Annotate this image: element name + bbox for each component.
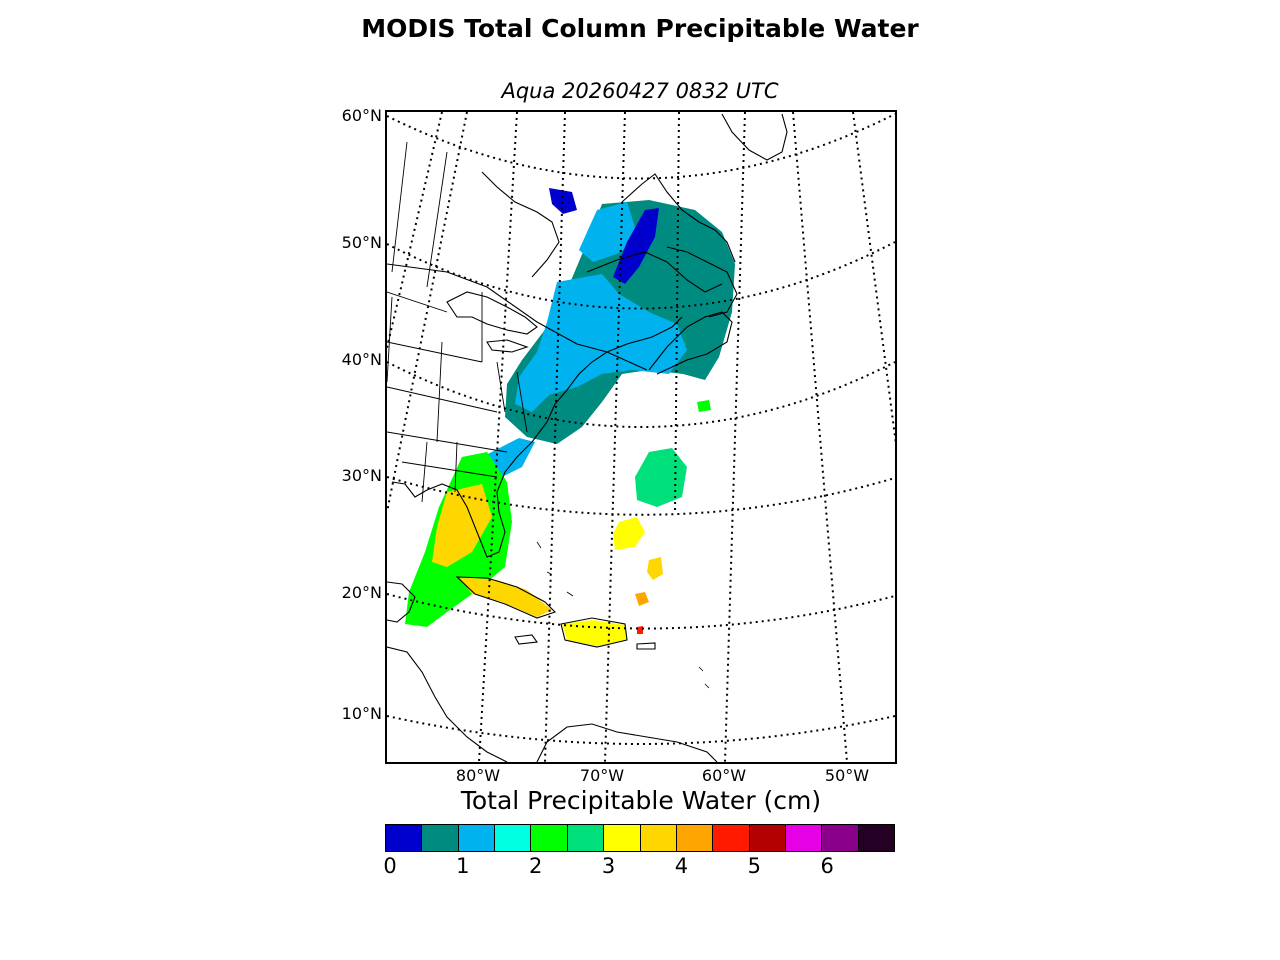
parallel-60n bbox=[387, 113, 895, 180]
colorbar-swatch bbox=[386, 825, 423, 851]
lon-label-80w: 80°W bbox=[455, 766, 501, 785]
pw-region-atlantic-1 bbox=[635, 448, 687, 507]
meridian-50w bbox=[852, 112, 895, 445]
meridian-55w bbox=[792, 112, 848, 762]
coastline-gulf-st-lawrence bbox=[586, 251, 723, 293]
lon-label-60w: 60°W bbox=[701, 766, 747, 785]
colorbar-swatch bbox=[640, 825, 677, 851]
lon-label-70w: 70°W bbox=[579, 766, 625, 785]
colorbar-swatch bbox=[749, 825, 786, 851]
coastline-layer bbox=[387, 113, 788, 762]
colorbar-swatch bbox=[458, 825, 496, 851]
chart-subtitle: Aqua 20260427 0832 UTC bbox=[501, 79, 779, 103]
parallel-30n bbox=[387, 476, 895, 516]
coastline-labrador bbox=[621, 173, 736, 263]
parallel-50n bbox=[387, 241, 895, 310]
map-svg bbox=[387, 112, 895, 762]
lat-label-10n: 10°N bbox=[341, 704, 382, 723]
map-panel bbox=[385, 110, 897, 764]
coastline-central-america bbox=[387, 646, 508, 762]
colorbar-swatch bbox=[422, 825, 459, 851]
lat-label-20n: 20°N bbox=[341, 583, 382, 602]
pw-region-dry-north bbox=[549, 188, 577, 214]
parallel-10n bbox=[387, 715, 895, 745]
pw-region-northeast-blue bbox=[515, 274, 687, 412]
lat-label-60n: 60°N bbox=[341, 106, 382, 125]
pw-region-atlantic-6 bbox=[637, 626, 643, 634]
pw-data-layer bbox=[405, 188, 735, 646]
pw-region-atlantic-4 bbox=[635, 592, 649, 606]
pw-region-northeast-blue-2 bbox=[579, 202, 639, 262]
lat-label-50n: 50°N bbox=[341, 233, 382, 252]
coastline-puerto-rico bbox=[636, 642, 656, 650]
colorbar-swatch bbox=[858, 825, 895, 851]
parallel-40n bbox=[387, 361, 895, 428]
coastline-east-us bbox=[391, 316, 683, 558]
meridian-75w bbox=[544, 112, 566, 762]
colorbar bbox=[385, 824, 895, 852]
coastline-cuba bbox=[455, 576, 557, 619]
chart-title: MODIS Total Column Precipitable Water bbox=[361, 14, 919, 43]
meridian-80w bbox=[478, 112, 518, 762]
coastline-south-america bbox=[536, 723, 718, 762]
colorbar-swatch bbox=[713, 825, 750, 851]
colorbar-tick-label: 4 bbox=[674, 854, 689, 878]
pw-region-cuba bbox=[459, 577, 552, 617]
graticule bbox=[387, 112, 895, 762]
coastline-yucatan bbox=[387, 581, 416, 623]
colorbar-tick-label: 0 bbox=[383, 854, 397, 878]
lat-label-30n: 30°N bbox=[341, 466, 382, 485]
caribbean-islands-small bbox=[536, 541, 710, 689]
colorbar-swatch bbox=[531, 825, 568, 851]
colorbar-tick-label: 1 bbox=[456, 854, 470, 878]
coastline-hudson-bay bbox=[481, 171, 560, 278]
pw-region-hispaniola bbox=[562, 620, 627, 646]
meridian-60w bbox=[724, 112, 746, 762]
colorbar-tick-label: 3 bbox=[601, 854, 616, 878]
colorbar-swatch bbox=[785, 825, 823, 851]
pw-region-atlantic-3 bbox=[647, 557, 663, 580]
meridian-65w bbox=[674, 112, 680, 513]
colorbar-tick-label: 2 bbox=[529, 854, 543, 878]
meridian-85w bbox=[387, 112, 468, 513]
colorbar-swatch bbox=[495, 825, 532, 851]
colorbar-tick-label: 5 bbox=[747, 854, 761, 878]
lat-label-40n: 40°N bbox=[341, 350, 382, 369]
colorbar-swatch bbox=[567, 825, 605, 851]
colorbar-title: Total Precipitable Water (cm) bbox=[460, 786, 822, 815]
meridian-90w bbox=[387, 112, 443, 353]
lon-label-50w: 50°W bbox=[824, 766, 870, 785]
meridian-70w bbox=[604, 112, 626, 762]
colorbar-tick-label: 6 bbox=[820, 854, 834, 878]
pw-region-atlantic-2 bbox=[613, 517, 645, 550]
pw-region-dry bbox=[613, 208, 659, 284]
state-borders bbox=[387, 141, 528, 503]
coastline-hispaniola bbox=[560, 617, 628, 648]
coastline-newfoundland bbox=[666, 246, 738, 318]
colorbar-swatch bbox=[822, 825, 859, 851]
colorbar-swatch bbox=[676, 825, 714, 851]
coastline-greenland bbox=[721, 113, 788, 161]
pw-region-gulf-yellow bbox=[432, 484, 492, 567]
coastline-maritimes bbox=[648, 311, 733, 375]
great-lakes bbox=[446, 291, 538, 353]
colorbar-swatch bbox=[604, 825, 641, 851]
pw-region-atlantic-5 bbox=[697, 400, 711, 412]
coastline-jamaica bbox=[514, 634, 538, 645]
